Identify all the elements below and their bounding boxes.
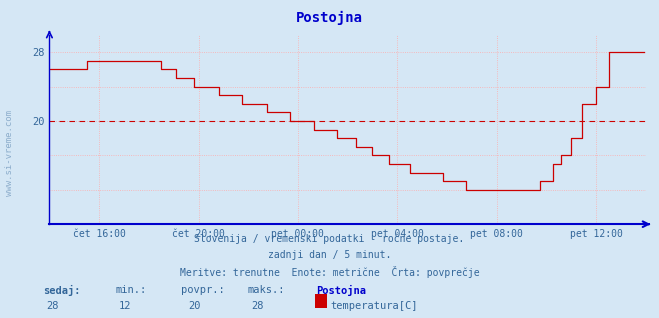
- Text: 28: 28: [47, 301, 59, 310]
- Text: www.si-vreme.com: www.si-vreme.com: [5, 110, 14, 196]
- Text: Slovenija / vremenski podatki - ročne postaje.: Slovenija / vremenski podatki - ročne po…: [194, 234, 465, 244]
- Text: maks.:: maks.:: [247, 285, 285, 294]
- Text: 12: 12: [119, 301, 131, 310]
- Text: Postojna: Postojna: [316, 285, 366, 296]
- Text: zadnji dan / 5 minut.: zadnji dan / 5 minut.: [268, 250, 391, 259]
- Text: Postojna: Postojna: [296, 11, 363, 25]
- Text: Meritve: trenutne  Enote: metrične  Črta: povprečje: Meritve: trenutne Enote: metrične Črta: …: [180, 266, 479, 278]
- Text: min.:: min.:: [115, 285, 146, 294]
- Text: povpr.:: povpr.:: [181, 285, 225, 294]
- Text: 28: 28: [251, 301, 263, 310]
- Text: 20: 20: [188, 301, 200, 310]
- Text: temperatura[C]: temperatura[C]: [331, 301, 418, 310]
- Text: sedaj:: sedaj:: [43, 285, 80, 296]
